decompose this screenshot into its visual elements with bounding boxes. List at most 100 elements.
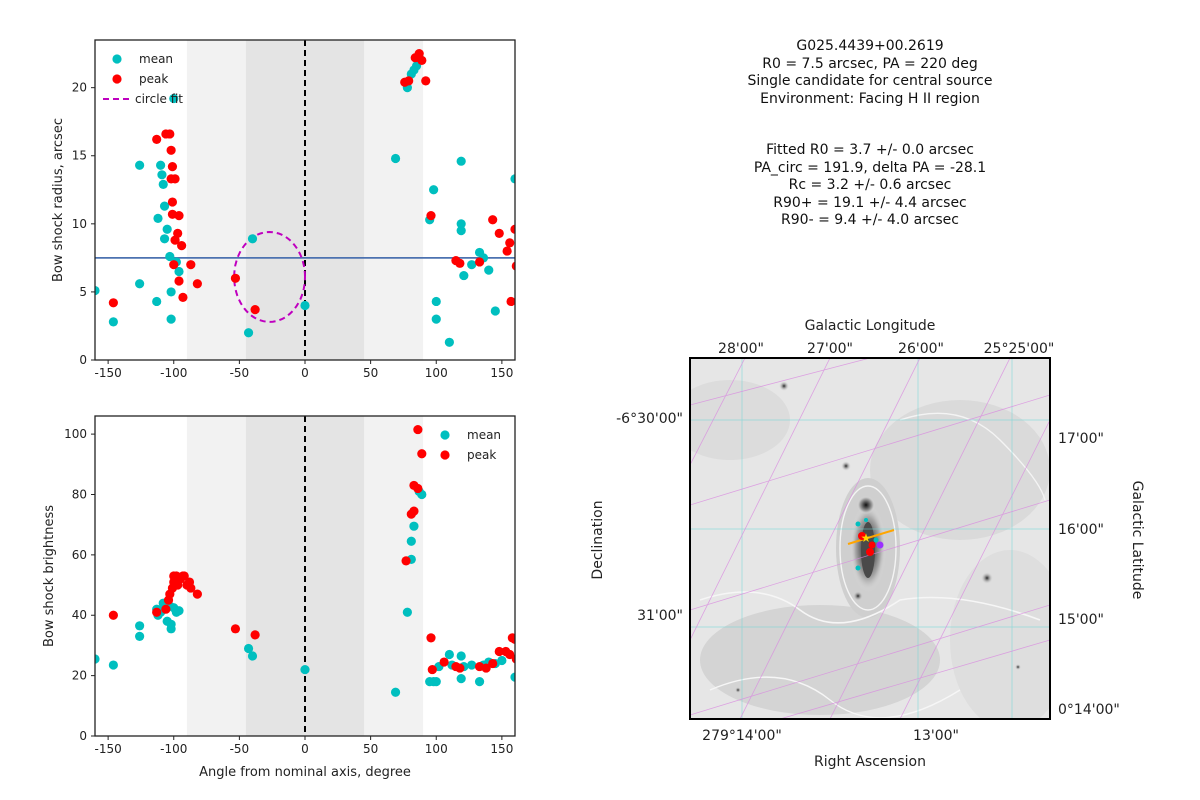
mean-point	[456, 156, 466, 166]
legend-label: mean	[467, 428, 501, 442]
dec-label: Declination	[590, 500, 606, 579]
peak-point	[426, 633, 436, 643]
peak-point	[506, 296, 515, 307]
peak-point	[186, 260, 196, 270]
peak-point	[511, 654, 515, 664]
y-tick-label: 100	[64, 427, 87, 441]
x-tick-label: 50	[363, 366, 378, 380]
mean-point	[243, 643, 254, 654]
peak-point	[426, 211, 436, 221]
gb-tick-1: 16'00"	[1058, 522, 1104, 538]
x-tick-label: 0	[301, 742, 309, 756]
galactic-latitude-label: Galactic Latitude	[1129, 481, 1145, 600]
radius-legend: mean peak circle fit	[103, 52, 183, 106]
peak-point	[511, 261, 515, 271]
mean-point	[152, 296, 162, 307]
mean-point	[135, 160, 145, 170]
mean-point	[153, 213, 163, 223]
x-tick-label: 150	[490, 366, 513, 380]
x-tick-label: -150	[95, 366, 122, 380]
peak-point	[108, 298, 118, 308]
legend-label: peak	[139, 72, 168, 86]
peak-point	[494, 228, 504, 238]
mean-point	[95, 654, 100, 664]
peak-point	[169, 260, 179, 270]
peak-point	[474, 257, 485, 267]
mean-point	[243, 328, 254, 338]
mean-point	[174, 266, 184, 277]
x-tick-label: 0	[301, 366, 309, 380]
fit-r0: Fitted R0 = 3.7 +/- 0.0 arcsec	[766, 142, 974, 158]
mean-point	[162, 224, 172, 234]
peak-point	[505, 238, 515, 248]
ra-tick-1: 13'00"	[913, 728, 959, 744]
radius-plot	[95, 40, 515, 360]
radius-plot-axes: -150 -100 -50 0 50 100 150 0 5 10 15 20	[72, 81, 514, 380]
source-name: G025.4439+00.2619	[796, 38, 944, 54]
gl-tick-3: 25°25'00"	[984, 341, 1055, 357]
peak-point	[505, 649, 515, 660]
x-tick-label: -50	[230, 742, 250, 756]
mean-point	[456, 651, 466, 661]
mean-point	[467, 660, 477, 670]
mean-point	[406, 536, 416, 546]
mean-point	[484, 265, 494, 275]
mean-point	[165, 251, 175, 262]
gb-tick-2: 15'00"	[1058, 612, 1104, 628]
peak-point	[488, 658, 498, 669]
radius-ylabel: Bow shock radius, arcsec	[51, 118, 66, 282]
brightness-plot-axes: -150 -100 -50 0 50 100 150 0 20 40 60 80 100	[64, 427, 513, 756]
x-tick-label: -50	[230, 366, 250, 380]
gb-tick-3: 0°14'00"	[1058, 702, 1120, 718]
fit-rc: Rc = 3.2 +/- 0.6 arcsec	[788, 177, 952, 193]
peak-point	[250, 630, 260, 640]
ra-tick-0: 279°14'00"	[702, 728, 782, 744]
peak-point	[230, 624, 241, 634]
peak-point	[427, 664, 437, 675]
mean-point	[390, 153, 401, 164]
peak-point	[481, 663, 491, 673]
x-tick-label: -100	[160, 742, 187, 756]
mean-point	[467, 260, 477, 270]
mean-point	[247, 234, 258, 244]
fit-r90-plus: R90+ = 19.1 +/- 4.4 arcsec	[773, 194, 967, 211]
mean-point	[456, 674, 466, 684]
mean-point	[166, 287, 176, 297]
mean-point	[444, 337, 454, 347]
peak-point	[167, 197, 178, 207]
y-tick-label: 60	[72, 548, 87, 562]
mean-point	[444, 649, 454, 660]
mean-point	[159, 201, 170, 211]
peak-point	[178, 292, 188, 302]
legend-marker-peak	[440, 450, 450, 460]
peak-point	[186, 583, 196, 593]
fit-pa: PA_circ = 191.9, delta PA = -28.1	[753, 159, 987, 176]
gb-tick-0: 17'00"	[1058, 431, 1104, 447]
mean-point	[95, 285, 100, 296]
mean-point	[456, 226, 466, 236]
x-tick-label: 50	[363, 742, 378, 756]
legend-label: circle fit	[135, 92, 183, 106]
mean-point	[409, 521, 419, 531]
peak-point	[230, 273, 241, 283]
mean-point	[135, 279, 145, 289]
sky-image-frame	[689, 357, 1051, 720]
peak-point	[165, 129, 175, 139]
mean-point	[169, 93, 179, 104]
mean-point	[431, 296, 441, 307]
mean-point	[474, 677, 485, 687]
peak-point	[413, 424, 423, 435]
x-tick-label: 100	[425, 742, 448, 756]
peak-point	[174, 276, 184, 286]
angle-xlabel: Angle from nominal axis, degree	[199, 765, 411, 780]
mean-point	[158, 179, 168, 189]
peak-point	[177, 241, 187, 251]
peak-point	[179, 571, 189, 581]
legend-marker-mean	[112, 54, 122, 64]
x-tick-label: -100	[160, 366, 187, 380]
mean-point	[510, 174, 515, 184]
gl-tick-1: 27'00"	[807, 341, 853, 357]
y-tick-label: 20	[72, 669, 87, 683]
y-tick-label: 10	[72, 217, 87, 231]
peak-point	[488, 215, 498, 225]
